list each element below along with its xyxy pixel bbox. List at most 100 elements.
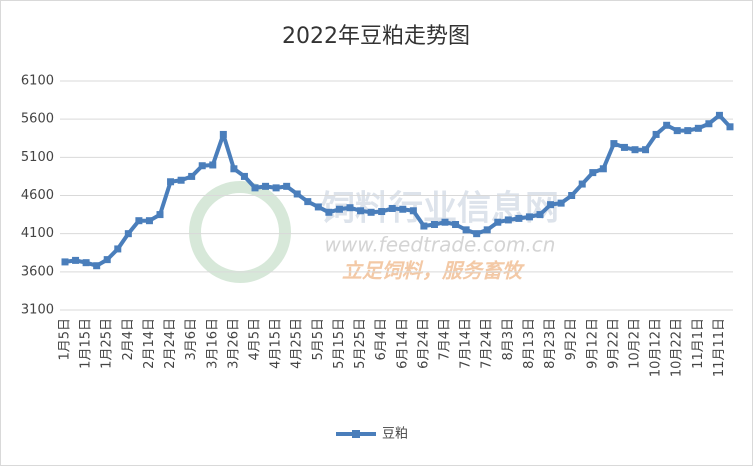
y-tick-label: 3600 [21,264,54,279]
data-marker [124,230,132,238]
y-tick-label: 5100 [21,150,54,165]
chart-title: 2022年豆粕走势图 [282,24,470,49]
x-tick-label: 3月16日 [205,318,220,369]
x-tick-label: 11月1日 [691,318,706,369]
x-tick-label: 8月23日 [543,318,558,369]
data-marker [283,182,291,190]
data-marker [357,207,365,215]
data-marker [715,111,723,119]
x-tick-label: 8月13日 [522,318,537,369]
x-tick-label: 7月4日 [438,318,453,361]
x-tick-label: 5月15日 [332,318,347,369]
data-marker [314,203,322,211]
data-marker [156,211,164,219]
x-tick-label: 3月6日 [184,318,199,361]
data-marker [103,256,111,264]
data-marker [673,127,681,135]
data-marker [219,130,227,138]
x-tick-label: 9月2日 [564,318,579,361]
x-tick-label: 6月14日 [395,318,410,369]
data-marker [61,258,69,266]
x-tick-label: 1月25日 [100,318,115,369]
data-marker [93,262,101,270]
data-marker [135,217,143,225]
x-tick-label: 6月4日 [374,318,389,361]
data-marker [494,218,502,226]
data-marker [114,245,122,253]
watermark: 立足饲料，服务畜牧 [342,259,525,283]
data-marker [452,221,460,229]
data-marker [145,217,153,225]
data-marker [726,123,734,131]
x-tick-label: 4月25日 [290,318,305,369]
data-marker [504,216,512,224]
data-marker [251,184,259,192]
y-tick-label: 6100 [21,74,54,89]
data-marker [325,208,333,216]
data-marker [209,161,217,169]
data-marker [578,180,586,188]
x-tick-label: 5月5日 [311,318,326,361]
x-tick-label: 7月14日 [459,318,474,369]
data-marker [188,172,196,180]
data-marker [536,211,544,219]
data-line [64,113,732,268]
watermark: www.feedtrade.com.cn [325,233,556,257]
data-marker [525,213,533,221]
data-marker [167,178,175,186]
data-marker [599,165,607,173]
data-marker [409,207,417,215]
data-marker [473,230,481,238]
data-marker [367,208,375,216]
data-marker [705,120,713,128]
data-marker [652,130,660,138]
data-marker [378,208,386,216]
data-marker [663,121,671,129]
data-marker [568,192,576,199]
data-marker [304,198,312,206]
data-marker [346,204,354,212]
data-marker [483,226,491,234]
x-tick-label: 11月11日 [712,318,727,377]
x-tick-label: 9月12日 [585,318,600,369]
y-tick-label: 3100 [21,303,54,318]
x-tick-label: 10月2日 [628,318,643,369]
x-tick-label: 1月15日 [79,318,94,369]
data-marker [631,146,639,154]
data-marker [293,190,301,198]
data-marker [272,184,280,192]
x-tick-label: 8月3日 [501,318,516,361]
data-marker [515,214,523,222]
data-marker [240,172,248,180]
data-marker [620,143,628,151]
data-marker [684,127,692,135]
y-tick-label: 4100 [21,226,54,241]
x-tick-label: 6月24日 [416,318,431,369]
data-marker [547,201,555,209]
data-marker [430,221,438,229]
data-marker [335,205,343,213]
data-marker [72,256,80,264]
x-tick-label: 10月22日 [670,318,685,377]
legend-marker [352,430,360,438]
data-marker [589,169,597,177]
data-marker [388,204,396,212]
data-marker [441,218,449,226]
x-tick-label: 9月22日 [606,318,621,369]
x-tick-label: 10月12日 [649,318,664,377]
x-tick-label: 3月26日 [226,318,241,369]
x-tick-label: 2月24日 [163,318,178,369]
data-marker [642,146,650,154]
data-marker [610,140,618,148]
data-marker [462,226,470,234]
x-tick-label: 4月15日 [269,318,284,369]
data-marker [399,205,407,213]
data-marker [557,199,565,207]
y-tick-label: 5600 [21,112,54,127]
x-tick-label: 1月5日 [58,318,73,361]
y-tick-label: 4600 [21,188,54,203]
x-tick-label: 2月4日 [121,318,136,361]
x-tick-label: 4月5日 [248,318,263,361]
x-tick-label: 7月24日 [480,318,495,369]
